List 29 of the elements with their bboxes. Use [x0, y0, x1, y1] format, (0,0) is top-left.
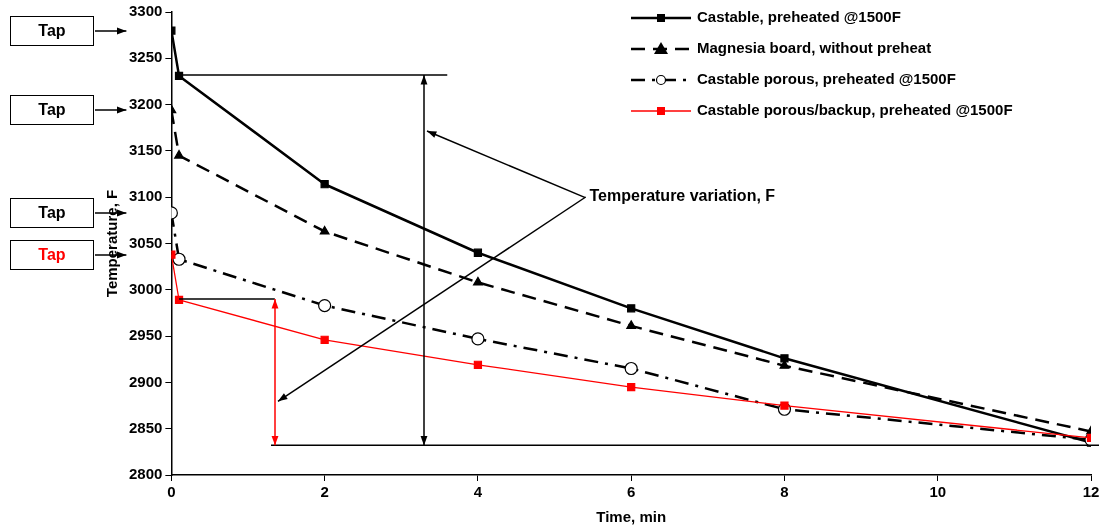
y-tick-label: 2950 [128, 326, 163, 344]
y-tick-label: 2850 [128, 418, 163, 436]
y-tick-label: 3150 [128, 141, 163, 159]
legend-label: Castable, preheated @1500F [697, 8, 901, 26]
text: Tap [10, 197, 94, 228]
y-tick-label: 3300 [128, 2, 163, 20]
text: Tap [10, 15, 94, 46]
x-tick-label: 10 [929, 483, 947, 501]
y-tick-label: 3200 [128, 94, 163, 112]
x-tick-label: 6 [627, 483, 636, 501]
annotation: Temperature variation, F [589, 187, 776, 206]
text: Tap [10, 239, 94, 270]
x-tick-label: 0 [167, 483, 176, 501]
y-tick-label: 3000 [128, 279, 163, 297]
legend-label: Castable porous/backup, preheated @1500F [697, 101, 1013, 119]
y-tick-label: 2900 [128, 372, 163, 390]
x-tick-label: 2 [320, 483, 329, 501]
x-tick-label: 4 [473, 483, 483, 501]
legend-label: Magnesia board, without preheat [697, 39, 932, 57]
y-tick-label: 3050 [128, 233, 163, 251]
y-tick-label: 3100 [128, 187, 163, 205]
x-tick-label: 8 [780, 483, 789, 501]
text: Tap [10, 95, 94, 126]
x-axis-title: Time, min [596, 508, 667, 526]
x-tick-label: 12 [1082, 483, 1100, 501]
y-tick-label: 2800 [128, 465, 163, 483]
legend-label: Castable porous, preheated @1500F [697, 70, 956, 88]
y-tick-label: 3250 [128, 48, 163, 66]
y-axis-title: Temperature, F [103, 189, 121, 298]
